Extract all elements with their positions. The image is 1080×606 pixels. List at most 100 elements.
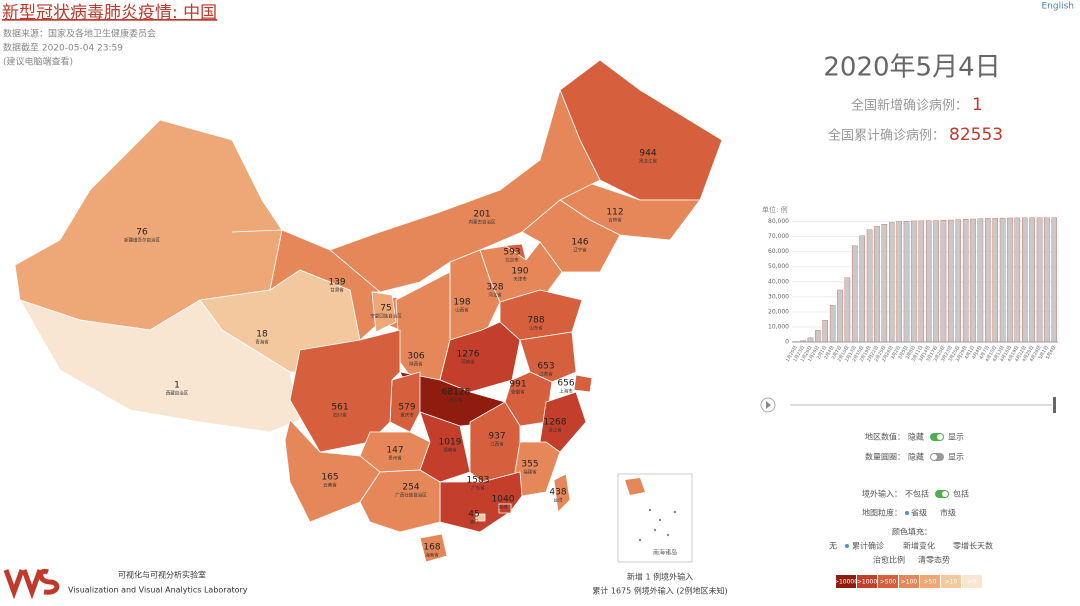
bar (904, 221, 909, 342)
updated: 数据截至 2020-05-04 23:59 (3, 42, 123, 54)
province-value: 306 (407, 352, 424, 362)
radio[interactable] (905, 511, 909, 515)
province-name: 河北省 (488, 292, 502, 299)
province-value: 355 (521, 460, 538, 470)
total-value: 82553 (949, 125, 1003, 145)
province-value: 788 (527, 316, 544, 326)
bar (1052, 218, 1057, 342)
legend-label: >1000 (857, 579, 877, 586)
province-value: 254 (402, 483, 419, 493)
option[interactable]: 无 (829, 542, 837, 551)
option[interactable]: 显示 (948, 433, 964, 442)
province-name: 台湾 (554, 497, 563, 504)
legend-label: >10000 (834, 579, 858, 586)
bar (993, 218, 998, 342)
legend-label: >0 (968, 579, 977, 586)
islands (639, 509, 676, 541)
y-tick-label: 10,000 (768, 323, 789, 330)
y-tick-label: 70,000 (768, 233, 789, 240)
y-tick-label: 80,000 (768, 218, 789, 225)
province-name: 贵州省 (388, 455, 402, 462)
source: 数据来源：国家及各地卫生健康委员会 (3, 28, 156, 40)
bar (830, 305, 835, 342)
y-tick-label: 50,000 (768, 263, 789, 270)
option[interactable]: 累计确诊 (852, 541, 884, 551)
province-value: 165 (321, 473, 338, 483)
province-value: 190 (511, 267, 528, 277)
y-tick-label: 60,000 (768, 248, 789, 255)
bar (889, 222, 894, 342)
option[interactable]: 新增变化 (903, 541, 935, 551)
province-value: 198 (453, 298, 470, 308)
option[interactable]: 零增长天数 (953, 541, 993, 551)
province-value: 653 (537, 362, 554, 372)
bar (867, 230, 872, 342)
province-value: 139 (328, 278, 345, 288)
new-value: 1 (972, 95, 983, 115)
bar (823, 320, 828, 342)
province-value: 561 (331, 403, 348, 413)
province-name: 上海市 (559, 388, 573, 395)
language-link[interactable]: English (1042, 2, 1075, 12)
province-name: 江西省 (490, 441, 504, 448)
bar (963, 219, 968, 342)
province-name: 山西省 (455, 307, 469, 314)
province-name: 天津市 (513, 276, 527, 283)
province-name: 山东省 (529, 325, 543, 332)
province-name: 吉林省 (608, 217, 622, 224)
province-value: 68128 (442, 388, 471, 398)
control-label: 地图粒度： (862, 508, 902, 518)
province-value: 1019 (439, 438, 462, 448)
bar (970, 219, 975, 342)
y-tick-label: 20,000 (768, 308, 789, 315)
unit: 单位: 例 (762, 205, 788, 214)
bar (956, 220, 961, 342)
province-name: 湖南省 (443, 447, 457, 454)
bar (941, 220, 946, 342)
province-value: 1583 (467, 476, 490, 486)
province[interactable] (574, 375, 592, 392)
bar (1044, 218, 1049, 342)
y-tick-label: 40,000 (768, 278, 789, 285)
lab-cn: 可视化与可视分析实验室 (118, 570, 206, 580)
province-name: 安徽省 (511, 389, 525, 396)
bar (985, 218, 990, 342)
toggle-knob (942, 491, 948, 497)
option[interactable]: 治愈比例 (873, 555, 905, 565)
radio[interactable] (845, 544, 849, 548)
province-value: 146 (571, 238, 588, 248)
slider-handle[interactable] (1053, 397, 1056, 413)
legend-label: >10 (945, 579, 958, 586)
option[interactable]: 省级 (911, 508, 927, 518)
inset-coast (625, 478, 645, 495)
note: (建议电脑端查看) (3, 56, 73, 68)
province-value: 944 (639, 149, 656, 159)
province-name: 陕西省 (409, 361, 423, 368)
total-imported: 累计 1675 例境外输入 (2例地区未知) (592, 586, 727, 596)
new-label: 全国新增确诊病例： (851, 98, 968, 114)
bar (897, 221, 902, 342)
bar (1015, 218, 1020, 342)
option[interactable]: 隐藏 (908, 452, 924, 462)
option[interactable]: 市级 (940, 508, 956, 518)
province-value: 1 (174, 381, 180, 391)
control-label: 境外输入： (862, 489, 902, 499)
bar (911, 221, 916, 342)
control-label: 地区数值： (865, 432, 905, 442)
bar (1030, 218, 1035, 342)
option[interactable]: 不包括 (905, 489, 929, 499)
option[interactable]: 显示 (948, 453, 964, 462)
province-value: 656 (557, 379, 574, 389)
option[interactable]: 隐藏 (908, 432, 924, 442)
title[interactable]: 新型冠状病毒肺炎疫情: 中国 (2, 3, 217, 23)
bar (1007, 218, 1012, 342)
option[interactable]: 包括 (953, 489, 969, 499)
province-name: 辽宁省 (573, 247, 587, 254)
province-name: 江苏省 (539, 371, 553, 378)
option[interactable]: 清零态势 (918, 555, 950, 565)
province-value: 45 (468, 510, 479, 520)
bar (860, 236, 865, 342)
province-name: 香港 (499, 504, 508, 511)
toggle-knob (931, 454, 937, 460)
